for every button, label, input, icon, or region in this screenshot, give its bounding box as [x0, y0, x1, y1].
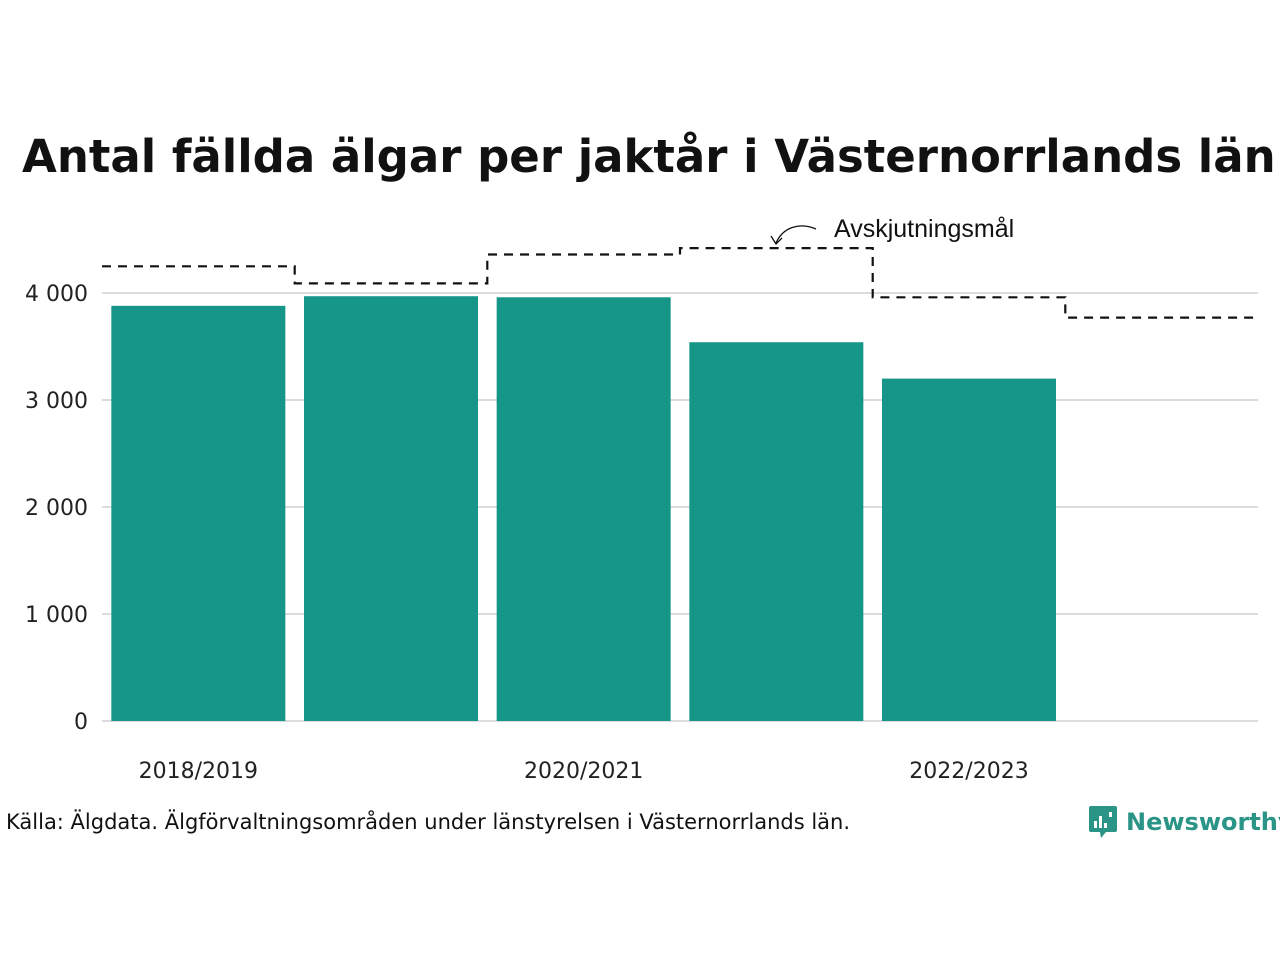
- y-tick-label: 1 000: [25, 603, 88, 628]
- bar: [111, 305, 286, 721]
- x-tick-label: 2018/2019: [139, 759, 258, 784]
- y-tick-label: 2 000: [25, 496, 88, 521]
- annotation-arrowhead-icon: [770, 235, 783, 246]
- y-axis-labels: 0 1 000 2 000 3 000 4 000: [25, 282, 88, 735]
- gridlines: [102, 292, 1258, 722]
- y-tick-label: 3 000: [25, 389, 88, 414]
- x-axis-labels: 2018/2019 2020/2021 2022/2023: [139, 759, 1029, 784]
- target-label: Avskjutningsmål: [834, 215, 1014, 243]
- source-note: Källa: Älgdata. Älgförvaltningsområden u…: [6, 810, 851, 834]
- target-step-line: [102, 247, 1258, 319]
- y-tick-label: 0: [74, 710, 88, 735]
- bar: [882, 378, 1056, 721]
- bars: [111, 296, 1056, 721]
- brand-logo: Newsworthy: [1088, 804, 1280, 840]
- newsworthy-chart-bubble-icon: [1089, 806, 1117, 838]
- bar: [304, 296, 478, 721]
- x-tick-label: 2020/2021: [524, 759, 643, 784]
- target-line: [102, 247, 1258, 319]
- bar: [689, 342, 864, 721]
- y-tick-label: 4 000: [25, 282, 88, 307]
- target-annotation: Avskjutningsmål: [770, 215, 1014, 246]
- annotation-arrow-icon: [775, 225, 817, 244]
- chart-title: Antal fällda älgar per jaktår i Västerno…: [22, 130, 1276, 183]
- x-tick-label: 2022/2023: [909, 759, 1028, 784]
- bar: [496, 297, 671, 721]
- brand-name: Newsworthy: [1126, 808, 1280, 836]
